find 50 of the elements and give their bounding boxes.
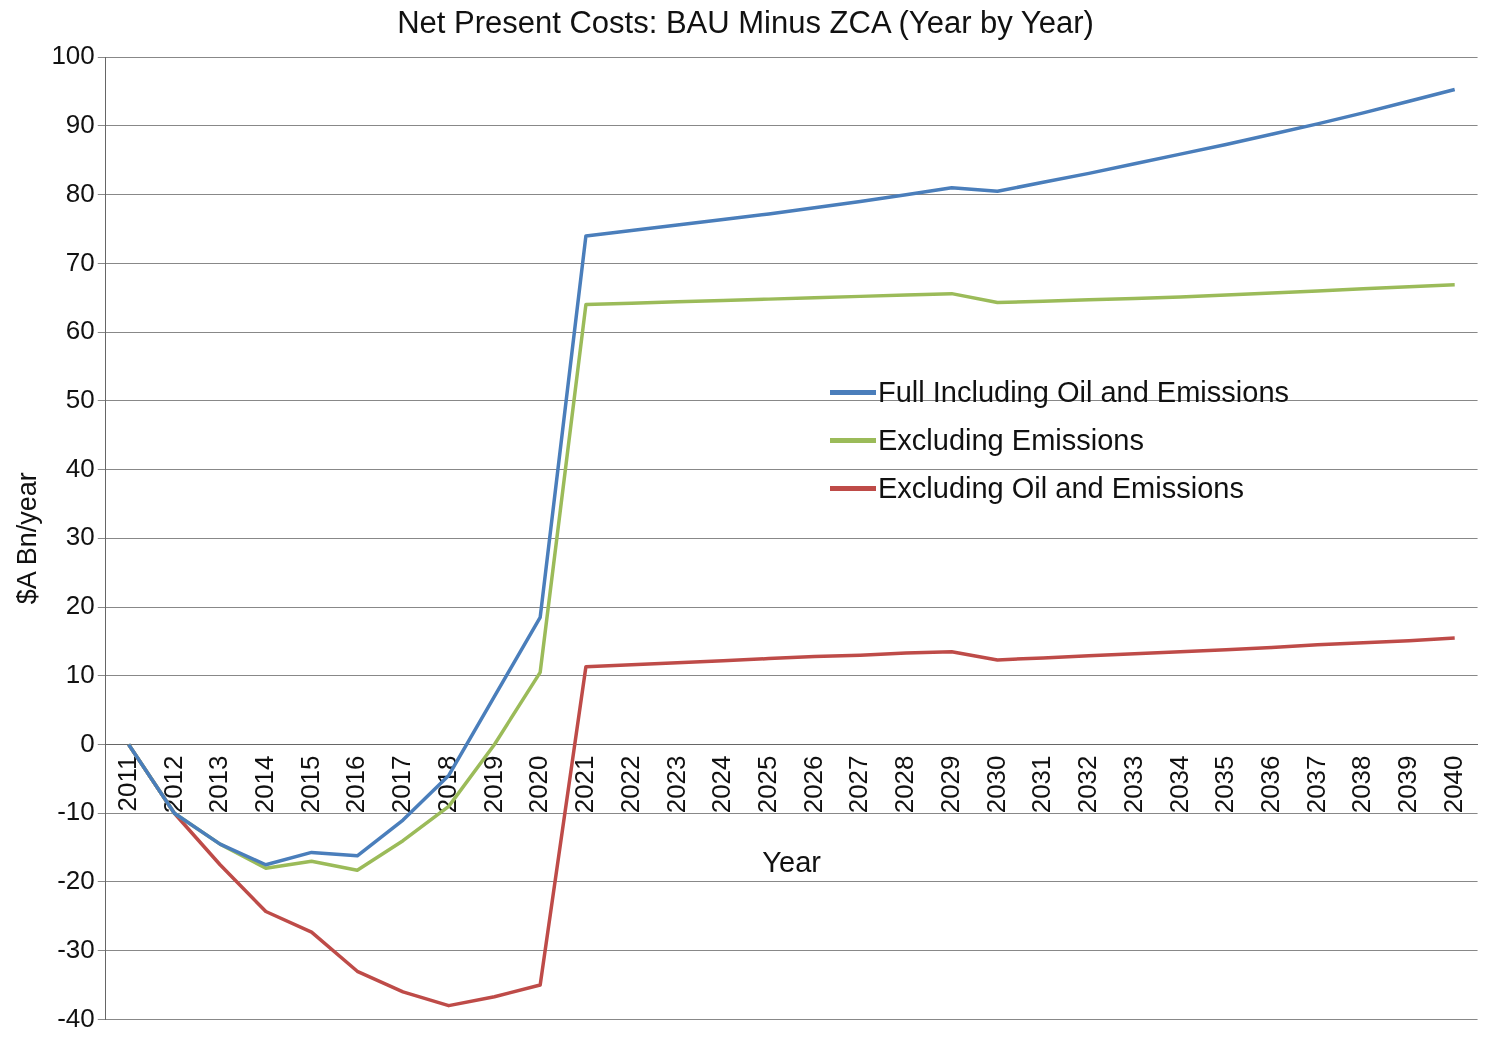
- x-tick-label: 2038: [1346, 755, 1377, 814]
- x-tick-label: 2037: [1300, 755, 1331, 814]
- y-tick-label: -20: [57, 865, 95, 896]
- y-tick-label: 100: [51, 40, 95, 71]
- x-tick-label: 2036: [1254, 755, 1285, 814]
- x-tick-label: 2027: [843, 755, 874, 814]
- y-tick-label: 50: [65, 384, 95, 415]
- x-tick-label: 2033: [1117, 755, 1148, 814]
- x-tick-label: 2015: [294, 755, 325, 814]
- x-tick-label: 2024: [706, 755, 737, 814]
- y-tick-label: -30: [57, 933, 95, 964]
- x-tick-label: 2026: [797, 755, 828, 814]
- y-tick-label: 60: [65, 315, 95, 346]
- chart-title: Net Present Costs: BAU Minus ZCA (Year by Year): [397, 5, 1094, 41]
- x-tick-label: 2013: [203, 755, 234, 814]
- x-tick-label: 2021: [569, 755, 600, 814]
- legend-label: Full Including Oil and Emissions: [878, 375, 1290, 410]
- x-tick-label: 2017: [386, 755, 417, 814]
- y-tick-label: 10: [65, 658, 95, 689]
- y-tick-label: 0: [80, 727, 95, 758]
- x-tick-label: 2035: [1209, 755, 1240, 814]
- x-tick-label: 2011: [111, 755, 142, 812]
- y-tick-label: 70: [65, 246, 95, 277]
- x-tick-label: 2019: [477, 755, 508, 814]
- y-tick-label: 30: [65, 521, 95, 552]
- x-tick-label: 2040: [1437, 755, 1468, 814]
- x-axis-title: Year: [762, 845, 822, 878]
- x-tick-label: 2028: [889, 755, 920, 814]
- x-tick-label: 2012: [157, 755, 188, 814]
- x-tick-label: 2030: [980, 755, 1011, 814]
- x-tick-label: 2029: [934, 755, 965, 814]
- x-tick-label: 2023: [660, 755, 691, 814]
- y-tick-label: 40: [65, 452, 95, 483]
- x-tick-label: 2025: [751, 755, 782, 814]
- y-tick-label: 20: [65, 590, 95, 621]
- x-tick-label: 2031: [1026, 755, 1057, 814]
- y-tick-label: 90: [65, 109, 95, 140]
- legend-label: Excluding Oil and Emissions: [878, 471, 1244, 506]
- y-tick-label: -10: [57, 796, 95, 827]
- y-tick-label: -40: [57, 1002, 95, 1033]
- legend-label: Excluding Emissions: [878, 423, 1144, 458]
- x-tick-label: 2039: [1392, 755, 1423, 814]
- x-tick-label: 2022: [614, 755, 645, 814]
- x-tick-label: 2032: [1072, 755, 1103, 814]
- x-tick-label: 2034: [1163, 755, 1194, 814]
- x-tick-label: 2020: [523, 755, 554, 814]
- x-tick-label: 2014: [248, 755, 279, 814]
- x-tick-label: 2016: [340, 755, 371, 814]
- y-tick-label: 80: [65, 177, 95, 208]
- y-axis-title: $A Bn/year: [11, 472, 42, 605]
